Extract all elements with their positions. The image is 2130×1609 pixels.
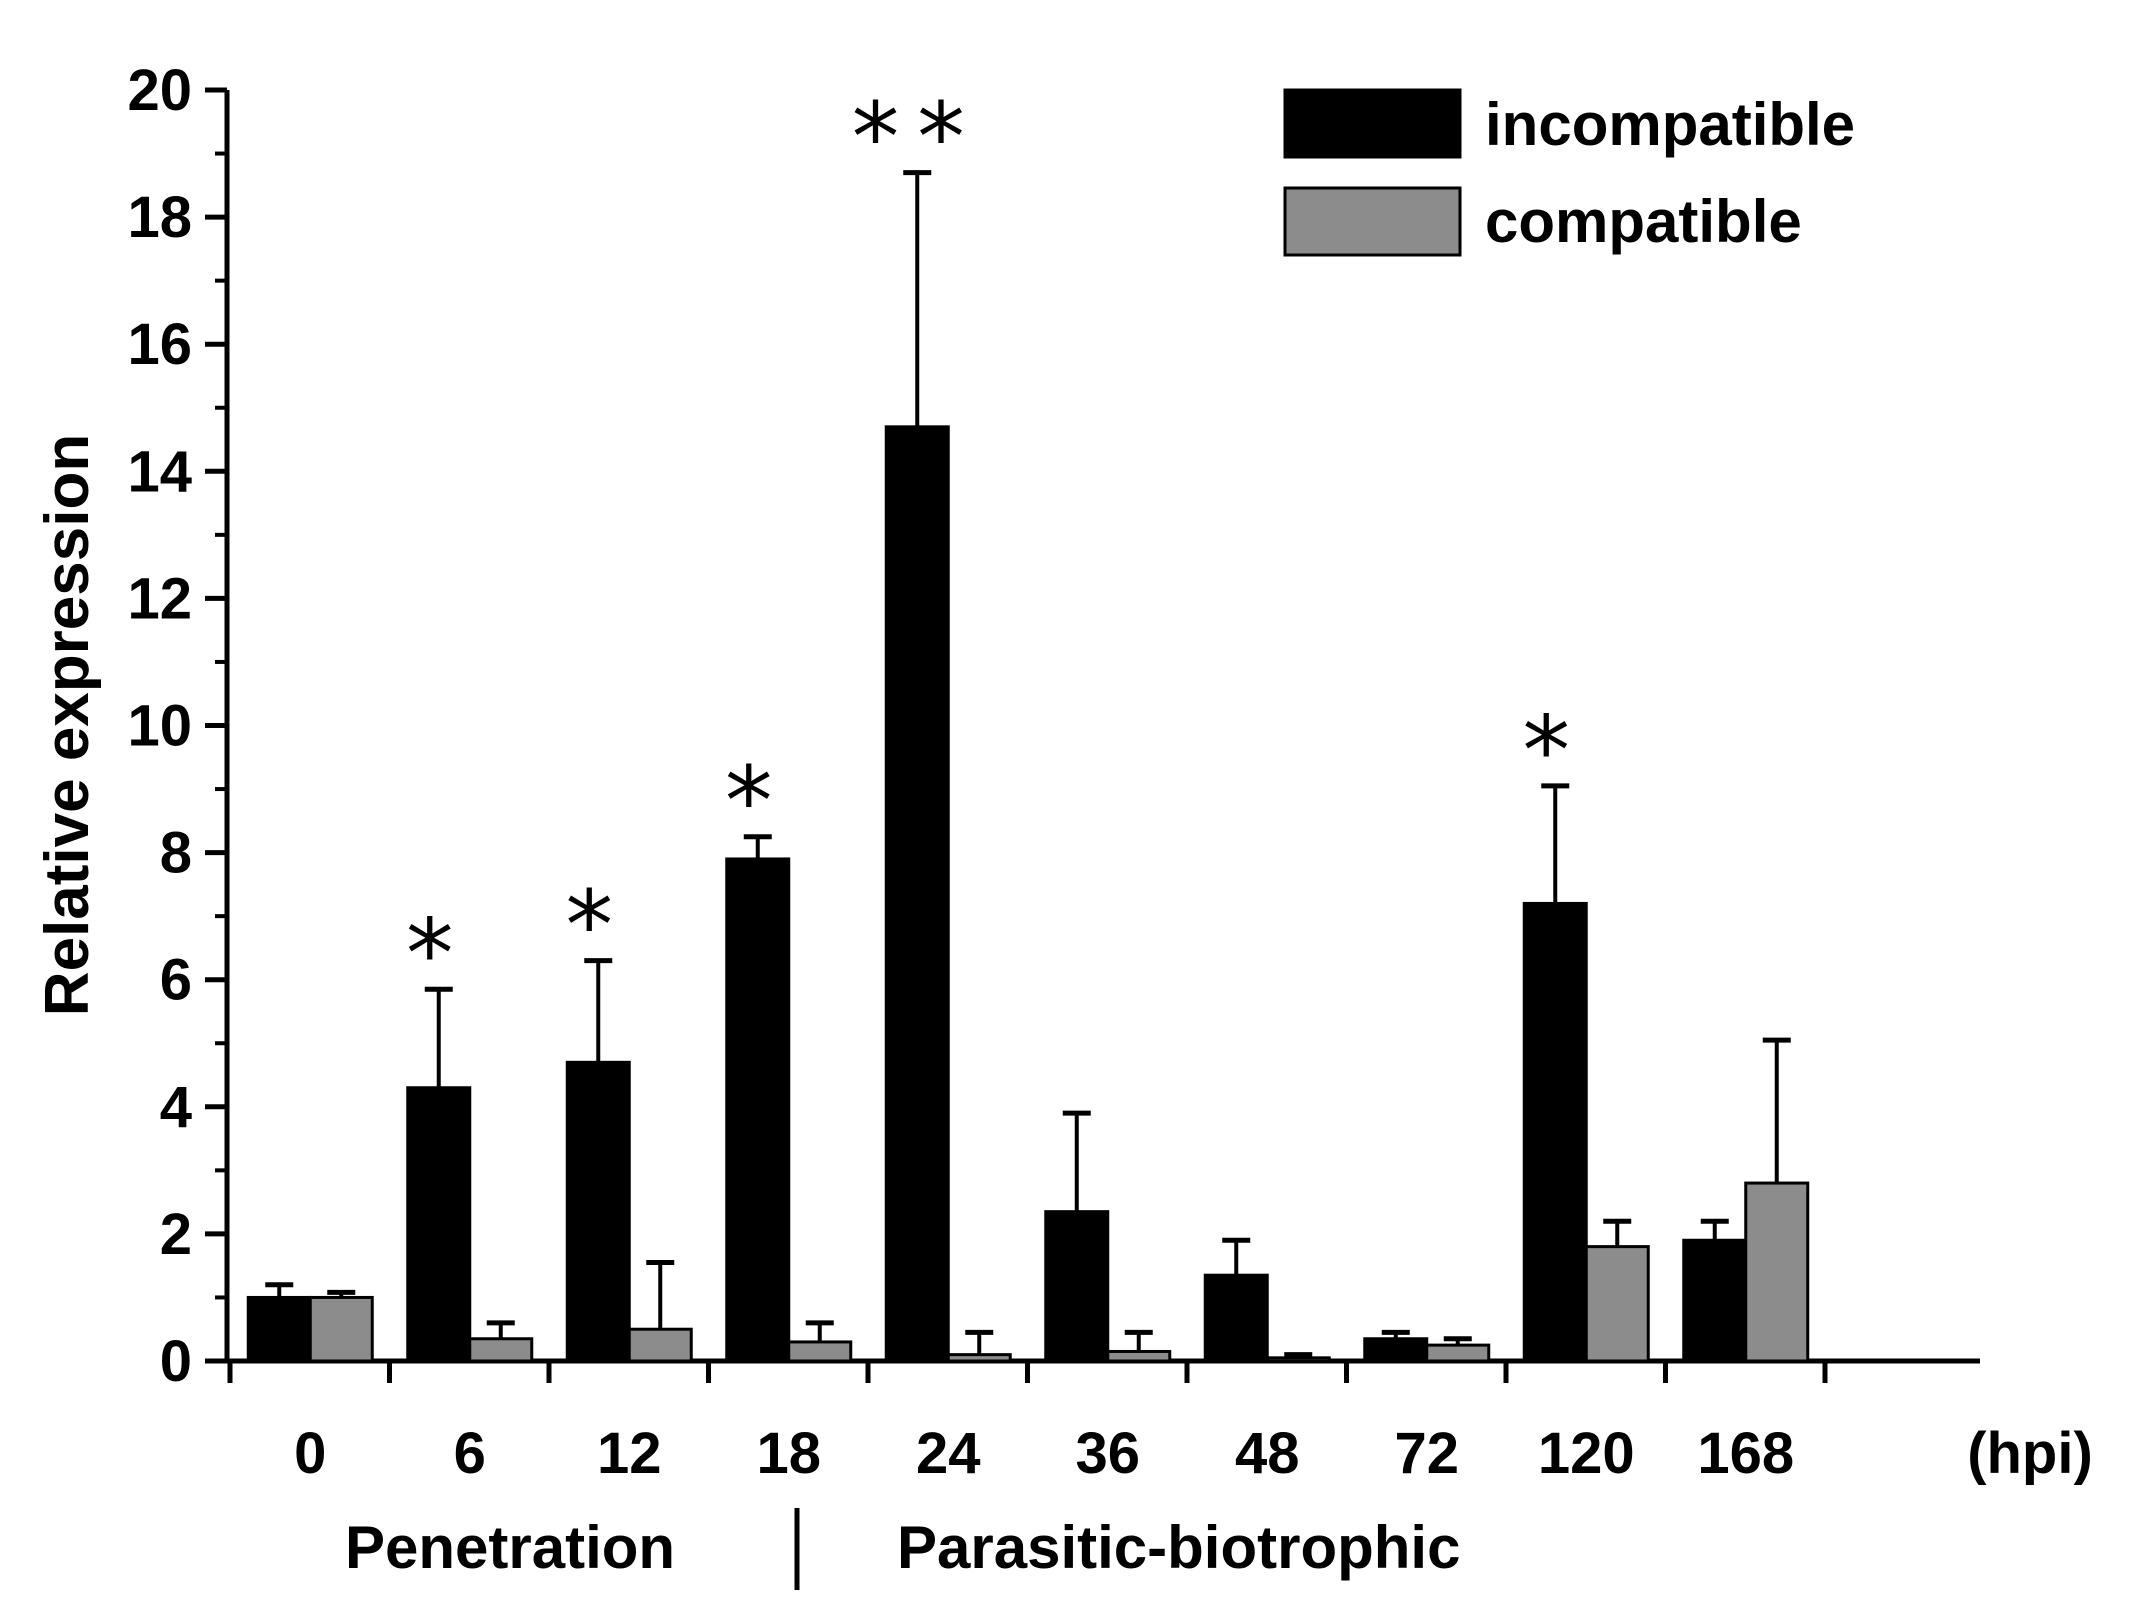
y-ticks: 0 2 4 6 8 10 12 14 16 18 20 (127, 58, 227, 1394)
bar-compatible (1425, 1343, 1491, 1363)
y-tick-label: 16 (127, 312, 192, 377)
y-tick-label: 0 (160, 1329, 192, 1394)
legend: incompatible compatible (1283, 88, 1855, 257)
x-tick-label: 36 (1075, 1421, 1140, 1486)
significance-marker: ** (852, 84, 983, 194)
x-tick-label: 72 (1394, 1421, 1459, 1486)
bar-incompatible (246, 1295, 312, 1363)
y-tick-label: 18 (127, 185, 192, 250)
bar-compatible (1265, 1356, 1331, 1363)
bar-incompatible (1522, 901, 1588, 1363)
x-tick-label: 0 (294, 1421, 326, 1486)
significance-marker: * (406, 900, 472, 1010)
significance-marker: * (1523, 697, 1589, 807)
bar-incompatible (1044, 1210, 1110, 1363)
bar-compatible (627, 1327, 693, 1363)
significance-marker: * (566, 872, 632, 982)
x-tick-label: 24 (916, 1421, 981, 1486)
y-axis-label: Relative expression (33, 434, 102, 1016)
bar-incompatible (884, 425, 950, 1363)
y-tick-label: 6 (160, 948, 192, 1013)
bar-incompatible (1682, 1238, 1748, 1363)
x-tick-label: 12 (597, 1421, 662, 1486)
legend-swatch-incompatible (1283, 88, 1462, 159)
bar-compatible (1106, 1349, 1172, 1363)
bar-incompatible (1363, 1337, 1429, 1363)
legend-swatch-compatible (1283, 186, 1462, 257)
x-tick-label: 18 (756, 1421, 821, 1486)
bar-compatible (1744, 1181, 1810, 1363)
y-tick-label: 20 (127, 58, 192, 123)
bar-incompatible (725, 857, 791, 1363)
bar-compatible (946, 1353, 1012, 1363)
phase-label-penetration: Penetration (345, 1514, 675, 1581)
bar-compatible (468, 1337, 534, 1363)
x-tick-label: 120 (1538, 1421, 1635, 1486)
y-tick-label: 12 (127, 566, 192, 631)
significance-markers: * ***** (406, 84, 1589, 1011)
y-tick-label: 10 (127, 694, 192, 759)
x-axis-unit-label: (hpi) (1967, 1421, 2093, 1486)
legend-label-incompatible: incompatible (1485, 91, 1855, 158)
y-tick-label: 8 (160, 821, 192, 886)
x-ticks: 0 6 12 18 24 36 48 72 120 168 (227, 1361, 1828, 1486)
significance-marker: * (725, 748, 791, 858)
y-tick-label: 14 (127, 439, 192, 504)
error-bars (265, 170, 1791, 1358)
bar-incompatible (1203, 1273, 1269, 1363)
legend-label-compatible: compatible (1485, 188, 1802, 255)
phase-label-parasitic-biotrophic: Parasitic-biotrophic (897, 1514, 1460, 1581)
y-tick-label: 2 (160, 1202, 192, 1267)
bar-incompatible (565, 1060, 631, 1363)
bar-incompatible (406, 1086, 472, 1363)
y-tick-label: 4 (160, 1075, 192, 1140)
phase-labels: Penetration Parasitic-biotrophic (345, 1508, 1460, 1590)
bar-compatible (308, 1295, 374, 1363)
x-tick-label: 6 (454, 1421, 486, 1486)
bars (246, 425, 1810, 1363)
x-tick-label: 168 (1697, 1421, 1794, 1486)
axes (224, 90, 1980, 1364)
bar-compatible (1584, 1245, 1650, 1363)
x-tick-label: 48 (1235, 1421, 1300, 1486)
bar-compatible (787, 1340, 853, 1363)
